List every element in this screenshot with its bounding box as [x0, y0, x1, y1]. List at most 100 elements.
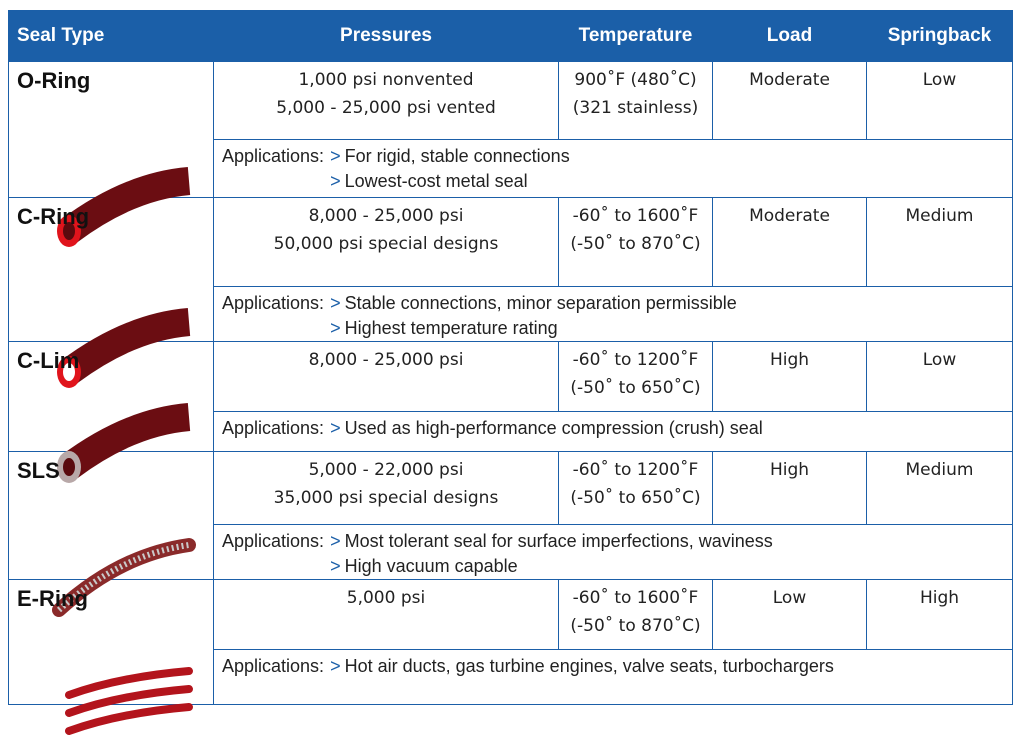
load-cell: High [713, 452, 867, 525]
seal-name: C-Lim [9, 342, 213, 374]
pressure-line: 35,000 psi special designs [214, 484, 558, 512]
application-text: Stable connections, minor separation per… [345, 293, 737, 313]
seal-name: SLS [9, 452, 213, 484]
seal-name-cell: E-Ring [9, 580, 214, 705]
bullet-marker: > [330, 293, 341, 313]
column-header: Load [713, 11, 867, 62]
temperature-cell: -60˚ to 1200˚F(-50˚ to 650˚C) [559, 452, 713, 525]
header-row: Seal TypePressuresTemperatureLoadSpringb… [9, 11, 1013, 62]
pressure-line: 5,000 - 25,000 psi vented [214, 94, 558, 122]
application-item: >Highest temperature rating [330, 316, 1012, 341]
page: {"header": {"columns": ["Seal Type", "Pr… [0, 0, 1024, 700]
applications-cell: Applications:>Most tolerant seal for sur… [214, 525, 1013, 580]
load-cell: Low [713, 580, 867, 650]
application-text: Hot air ducts, gas turbine engines, valv… [345, 656, 834, 676]
springback: Low [867, 342, 1012, 374]
temperature-line: -60˚ to 1200˚F [559, 452, 712, 484]
application-item: >Lowest-cost metal seal [330, 169, 1012, 194]
bullet-marker: > [330, 171, 341, 191]
springback: High [867, 580, 1012, 612]
seal-name-cell: C-Ring [9, 198, 214, 342]
applications-label: Applications: [222, 529, 324, 554]
applications-label: Applications: [222, 654, 324, 679]
applications-cell: Applications:>Hot air ducts, gas turbine… [214, 650, 1013, 705]
load-cell: Moderate [713, 62, 867, 140]
application-item: >High vacuum capable [330, 554, 1012, 579]
application-text: Lowest-cost metal seal [345, 171, 528, 191]
temperature-line: -60˚ to 1600˚F [559, 198, 712, 230]
temperature-cell: 900˚F (480˚C)(321 stainless) [559, 62, 713, 140]
column-header: Seal Type [9, 11, 214, 62]
pressures-cell: 5,000 psi [214, 580, 559, 650]
temperature-cell: -60˚ to 1200˚F(-50˚ to 650˚C) [559, 342, 713, 412]
applications-list: >Used as high-performance compression (c… [330, 416, 1012, 441]
bullet-marker: > [330, 656, 341, 676]
bullet-marker: > [330, 146, 341, 166]
column-header: Springback [867, 11, 1013, 62]
springback: Medium [867, 198, 1012, 230]
load-cell: Moderate [713, 198, 867, 287]
temperature-line: -60˚ to 1600˚F [559, 580, 712, 612]
seal-name: C-Ring [9, 198, 213, 230]
applications-list: >Stable connections, minor separation pe… [330, 291, 1012, 341]
load-cell: High [713, 342, 867, 412]
applications-cell: Applications:>Used as high-performance c… [214, 412, 1013, 452]
applications-cell: Applications:>For rigid, stable connecti… [214, 140, 1013, 198]
application-text: Most tolerant seal for surface imperfect… [345, 531, 773, 551]
seal-name-cell: SLS [9, 452, 214, 580]
application-text: High vacuum capable [345, 556, 518, 576]
temperature-line: (-50˚ to 650˚C) [559, 374, 712, 402]
temperature-line: (-50˚ to 650˚C) [559, 484, 712, 512]
load: High [713, 342, 866, 374]
load: Moderate [713, 198, 866, 230]
springback-cell: Medium [867, 198, 1013, 287]
temperature-cell: -60˚ to 1600˚F(-50˚ to 870˚C) [559, 198, 713, 287]
bullet-marker: > [330, 531, 341, 551]
pressure-line: 1,000 psi nonvented [214, 62, 558, 94]
temperature-cell: -60˚ to 1600˚F(-50˚ to 870˚C) [559, 580, 713, 650]
seal-name: O-Ring [9, 62, 213, 94]
springback-cell: Medium [867, 452, 1013, 525]
seal-name: E-Ring [9, 580, 213, 612]
pressure-line: 8,000 - 25,000 psi [214, 342, 558, 374]
seal-name-cell: C-Lim [9, 342, 214, 452]
springback-cell: High [867, 580, 1013, 650]
applications-list: >Most tolerant seal for surface imperfec… [330, 529, 1012, 579]
applications-cell: Applications:>Stable connections, minor … [214, 287, 1013, 342]
springback: Medium [867, 452, 1012, 484]
application-item: >Stable connections, minor separation pe… [330, 291, 1012, 316]
temperature-line: (-50˚ to 870˚C) [559, 612, 712, 640]
pressure-line: 5,000 - 22,000 psi [214, 452, 558, 484]
application-item: >For rigid, stable connections [330, 144, 1012, 169]
application-item: >Hot air ducts, gas turbine engines, val… [330, 654, 1012, 679]
application-text: For rigid, stable connections [345, 146, 570, 166]
temperature-line: 900˚F (480˚C) [559, 62, 712, 94]
applications-list: >Hot air ducts, gas turbine engines, val… [330, 654, 1012, 679]
springback-cell: Low [867, 62, 1013, 140]
bullet-marker: > [330, 418, 341, 438]
seal-illustration [49, 665, 199, 755]
applications-list: >For rigid, stable connections>Lowest-co… [330, 144, 1012, 194]
application-item: >Used as high-performance compression (c… [330, 416, 1012, 441]
springback: Low [867, 62, 1012, 94]
temperature-line: -60˚ to 1200˚F [559, 342, 712, 374]
application-text: Highest temperature rating [345, 318, 558, 338]
application-item: >Most tolerant seal for surface imperfec… [330, 529, 1012, 554]
pressure-line: 8,000 - 25,000 psi [214, 198, 558, 230]
seal-name-cell: O-Ring [9, 62, 214, 198]
springback-cell: Low [867, 342, 1013, 412]
column-header: Temperature [559, 11, 713, 62]
temperature-line: (321 stainless) [559, 94, 712, 122]
application-text: Used as high-performance compression (cr… [345, 418, 763, 438]
load: Moderate [713, 62, 866, 94]
load: Low [713, 580, 866, 612]
